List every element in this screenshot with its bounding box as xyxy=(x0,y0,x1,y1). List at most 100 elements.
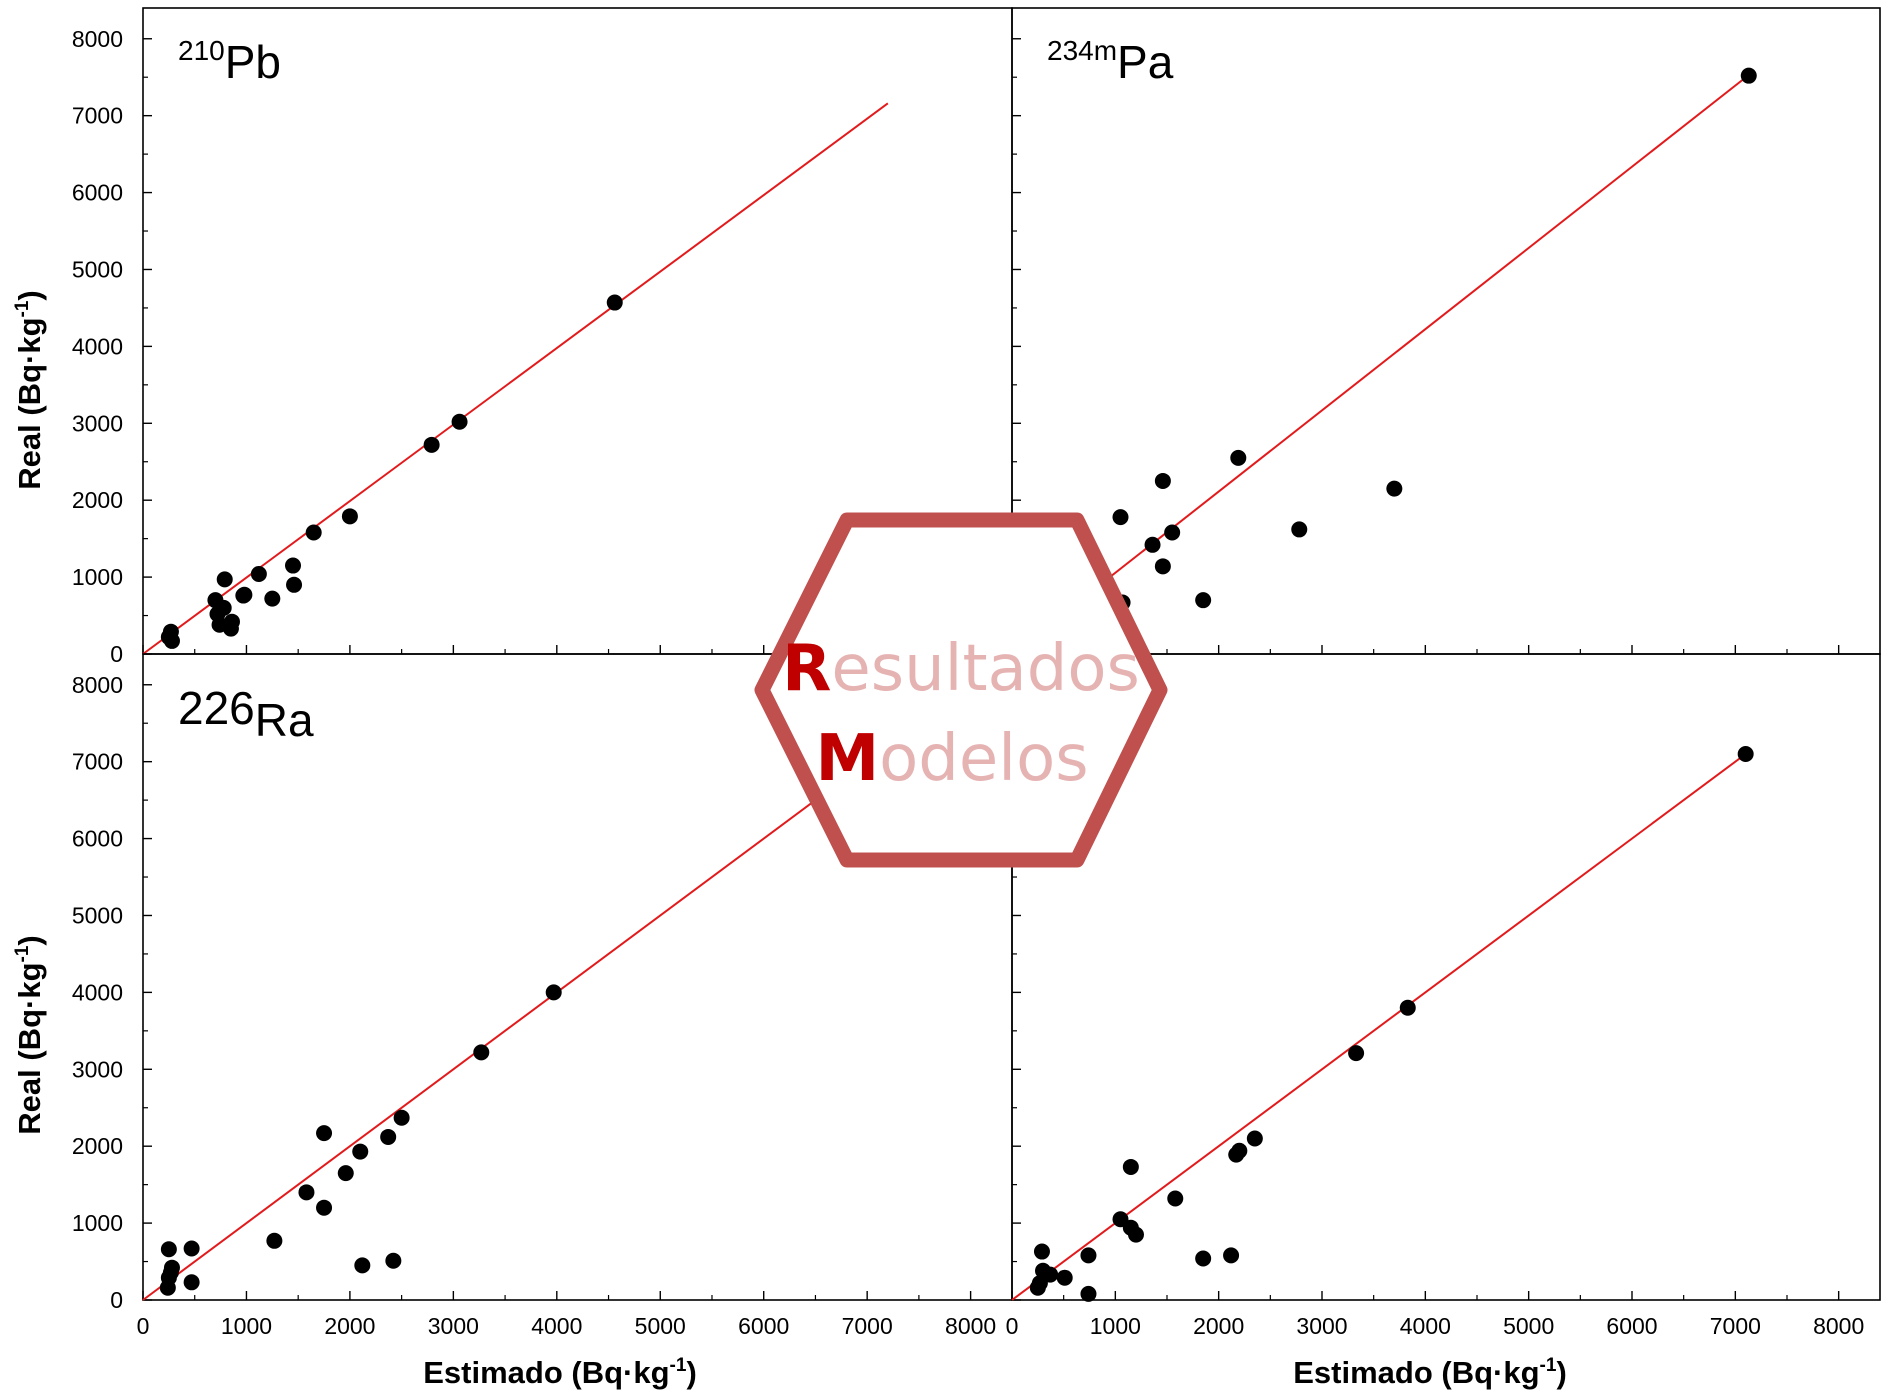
x-tick-label: 2000 xyxy=(1193,1313,1244,1339)
data-point xyxy=(1740,67,1757,84)
y-tick-label: 1000 xyxy=(72,564,123,590)
overlay-line-1-rest: esultados xyxy=(831,632,1140,706)
hexagon-shape xyxy=(754,512,1168,868)
y-axis-label-bottom: Real (Bq·kg-1) xyxy=(12,935,47,1134)
panel-frame xyxy=(1011,653,1881,1301)
data-point xyxy=(1348,1045,1365,1062)
x-tick-label: 5000 xyxy=(635,1313,686,1339)
data-point xyxy=(183,1240,200,1257)
y-tick-label: 4000 xyxy=(72,979,123,1005)
data-point xyxy=(305,524,322,541)
x-tick-label: 4000 xyxy=(1400,1313,1451,1339)
x-tick-label: 3000 xyxy=(1296,1313,1347,1339)
data-point xyxy=(545,984,562,1001)
data-point xyxy=(380,1128,397,1145)
x-tick-label: 8000 xyxy=(1813,1313,1864,1339)
y-tick-label: 5000 xyxy=(72,902,123,928)
panel-bottom-left: 0 1000 2000 3000 4000 5000 6000 7000 8000 0 1000 20… xyxy=(72,653,1013,1339)
panel-label-element: Pa xyxy=(1117,36,1174,88)
data-point xyxy=(1080,1285,1097,1302)
overlay-line-2: Modelos xyxy=(815,722,1088,796)
data-point xyxy=(1230,449,1247,466)
y-tick-label: 2000 xyxy=(72,1133,123,1159)
y-tick-label: 7000 xyxy=(72,749,123,775)
data-point xyxy=(1154,472,1171,489)
data-point xyxy=(385,1252,402,1269)
data-point xyxy=(285,557,302,574)
data-point xyxy=(235,587,252,604)
x-tick-label: 0 xyxy=(1006,1313,1019,1339)
panel-label-mass: 234m xyxy=(1047,35,1117,66)
overlay-line-2-initial: M xyxy=(815,722,879,796)
data-point xyxy=(423,436,440,453)
overlay-line-2-rest: odelos xyxy=(879,722,1088,796)
y-tick-label: 3000 xyxy=(72,410,123,436)
x-tick-label: 4000 xyxy=(531,1313,582,1339)
data-point xyxy=(1154,558,1171,575)
panel-label-number: 226 xyxy=(178,682,255,734)
panel-top-left: 0 1000 2000 3000 4000 5000 6000 7000 8000 210Pb xyxy=(72,7,1013,667)
panel-label: 234mPa xyxy=(1047,35,1174,88)
x-tick-label: 1000 xyxy=(221,1313,272,1339)
data-point xyxy=(473,1044,490,1061)
data-point xyxy=(1246,1130,1263,1147)
x-tick-label: 3000 xyxy=(428,1313,479,1339)
data-point xyxy=(160,1241,177,1258)
data-point xyxy=(222,620,239,637)
data-point xyxy=(298,1184,315,1201)
panel-label-mass: 210 xyxy=(178,35,225,66)
panel-label-element: Ra xyxy=(255,694,314,746)
panel-label: 226Ra xyxy=(178,682,314,746)
data-point xyxy=(1128,1226,1144,1243)
data-point xyxy=(183,1274,200,1291)
overlay-line-1: Resultados xyxy=(782,632,1140,706)
y-tick-label: 8000 xyxy=(72,26,123,52)
x-tick-label: 2000 xyxy=(324,1313,375,1339)
data-point xyxy=(354,1257,371,1274)
data-point xyxy=(1080,1247,1097,1264)
data-point xyxy=(1386,480,1403,497)
y-tick-label: 6000 xyxy=(72,826,123,852)
y-tick-label: 3000 xyxy=(72,1056,123,1082)
panel-bottom-right: 0 1000 2000 3000 4000 5000 6000 7000 8000 xyxy=(1006,653,1881,1339)
y-tick-label: 2000 xyxy=(72,487,123,513)
data-point xyxy=(250,566,267,583)
y-tick-label: 4000 xyxy=(72,333,123,359)
panel-label-element: Pb xyxy=(225,36,281,88)
fit-line xyxy=(142,102,889,655)
data-point xyxy=(264,590,281,607)
fit-line xyxy=(1011,749,1752,1301)
data-point xyxy=(341,508,358,525)
x-tick-label: 6000 xyxy=(1606,1313,1657,1339)
data-point xyxy=(352,1143,369,1160)
panels-layer: 0 1000 2000 3000 4000 5000 6000 7000 8000 210Pb 23… xyxy=(72,7,1881,1339)
data-point xyxy=(337,1165,354,1182)
panel-label: 210Pb xyxy=(178,35,281,88)
y-tick-label: 5000 xyxy=(72,256,123,282)
y-tick-label: 7000 xyxy=(72,103,123,129)
x-axis-label-right: Estimado (Bq·kg-1) xyxy=(1293,1355,1567,1390)
data-point xyxy=(1399,999,1416,1016)
data-point xyxy=(216,571,233,588)
data-point xyxy=(1164,524,1181,541)
data-point xyxy=(1122,1158,1139,1175)
data-point xyxy=(1035,1262,1051,1279)
data-point xyxy=(316,1199,333,1216)
y-axis-label-top: Real (Bq·kg-1) xyxy=(12,290,47,489)
fit-line xyxy=(142,749,884,1301)
data-point xyxy=(286,576,303,593)
data-point xyxy=(1228,1146,1245,1163)
data-point xyxy=(1167,1190,1184,1207)
data-point xyxy=(1195,1250,1212,1267)
data-point xyxy=(606,294,623,311)
data-point xyxy=(1031,1275,1048,1292)
data-point xyxy=(1033,1243,1050,1260)
data-point xyxy=(1737,745,1754,762)
data-point xyxy=(160,629,177,646)
data-point xyxy=(1112,509,1129,526)
data-point xyxy=(159,1279,176,1296)
panel-frame xyxy=(1011,7,1881,655)
x-tick-label: 6000 xyxy=(738,1313,789,1339)
x-tick-label: 5000 xyxy=(1503,1313,1554,1339)
data-point xyxy=(207,592,224,609)
